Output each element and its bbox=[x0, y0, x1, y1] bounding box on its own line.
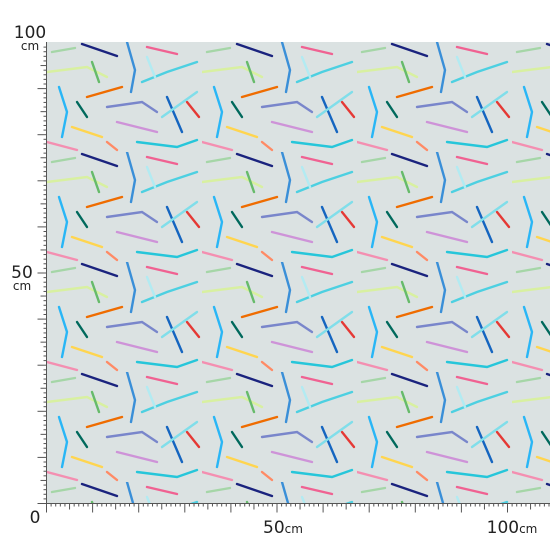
ruler-unit: cm bbox=[519, 522, 537, 536]
ruler-unit: cm bbox=[21, 39, 39, 53]
ruler-label: 100cm bbox=[487, 518, 538, 538]
rulers bbox=[37, 42, 550, 513]
ruler-number: 50 bbox=[263, 518, 285, 538]
ruler-number: 100 bbox=[487, 518, 519, 538]
ruler-label: 100 bbox=[14, 23, 46, 43]
ruler-unit: cm bbox=[285, 522, 303, 536]
ruler-label: 50cm bbox=[263, 518, 303, 538]
ruler-label: 50 bbox=[11, 263, 33, 283]
ruler-unit: cm bbox=[13, 279, 31, 293]
ruler-label: 0 bbox=[30, 508, 41, 528]
fabric-pattern bbox=[47, 42, 550, 503]
